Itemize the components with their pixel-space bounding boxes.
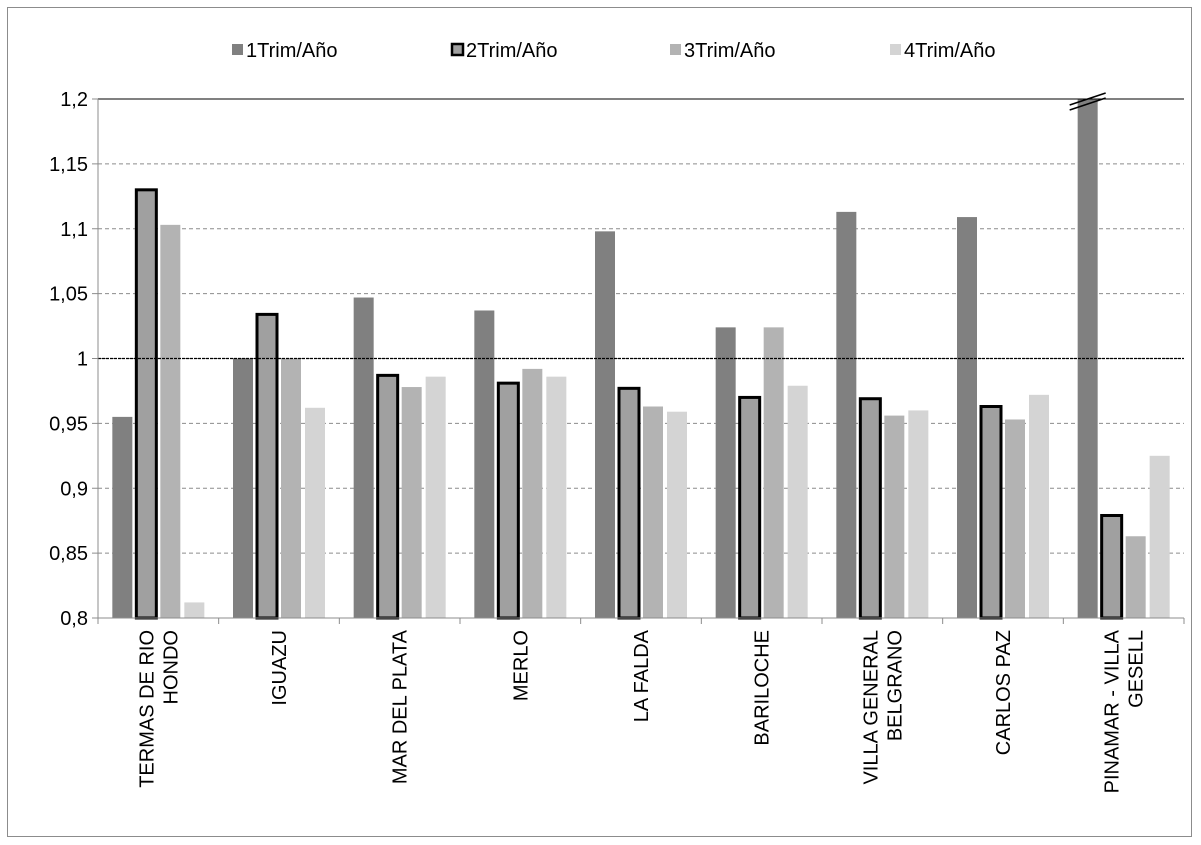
y-tick-label: 1 — [77, 349, 88, 371]
bar — [255, 312, 279, 620]
bar — [160, 224, 181, 619]
bar — [787, 385, 808, 618]
bar — [1029, 394, 1049, 618]
y-tick-label: 0,95 — [49, 413, 88, 435]
category-label: IGUAZU — [269, 630, 291, 706]
y-tick-label: 0,9 — [60, 478, 88, 500]
y-tick-label: 1,05 — [49, 284, 88, 306]
bar — [908, 410, 929, 618]
bar — [112, 416, 133, 618]
axis-break-mark — [1069, 97, 1106, 111]
bar — [763, 327, 784, 618]
bar — [667, 411, 687, 618]
legend-swatch — [232, 44, 243, 55]
category-label: PINAMAR - VILLA — [1102, 629, 1124, 793]
category-label: LA FALDA — [631, 629, 653, 722]
legend-label: 2Trim/Año — [466, 40, 558, 62]
bar — [884, 415, 905, 618]
category-label: BELGRANO — [884, 630, 906, 741]
bar — [522, 368, 543, 618]
category-label: HONDO — [160, 630, 182, 704]
category-label: CARLOS PAZ — [993, 630, 1015, 755]
category-label: TERMAS DE RIO — [136, 630, 158, 788]
bar — [281, 358, 301, 618]
legend: 1Trim/Año 2Trim/Año 3Trim/Año 4Trim/Año — [232, 40, 996, 62]
bar — [836, 211, 857, 618]
bar — [425, 376, 446, 618]
bar — [1125, 536, 1146, 618]
category-label: BARILOCHE — [752, 630, 774, 746]
bar — [474, 310, 495, 618]
legend-label: 3Trim/Año — [684, 40, 776, 62]
legend-label: 1Trim/Año — [246, 40, 338, 62]
bar — [1149, 455, 1170, 618]
bar — [738, 395, 762, 620]
bar — [401, 387, 422, 618]
bar — [1005, 419, 1025, 618]
legend-label: 4Trim/Año — [904, 40, 996, 62]
bar — [858, 397, 882, 620]
y-tick-label: 0,8 — [60, 608, 88, 630]
legend-swatch — [670, 44, 681, 55]
bar — [957, 217, 977, 618]
category-label: MERLO — [510, 630, 532, 701]
bar — [134, 188, 158, 620]
category-label: VILLA GENERAL — [860, 630, 882, 785]
bars — [112, 92, 1170, 620]
bar — [617, 386, 641, 620]
bar — [305, 407, 325, 618]
legend-swatch — [450, 42, 465, 57]
bar — [1100, 513, 1124, 620]
legend-swatch — [890, 44, 901, 55]
bar — [496, 381, 520, 620]
bar — [233, 358, 253, 618]
y-tick-label: 0,85 — [49, 543, 88, 565]
axes: 0,8 0,85 0,9 0,95 1 1,05 1,1 1,15 1,2 TERMAS DE R… — [49, 89, 1185, 793]
bar — [546, 376, 567, 618]
bar — [595, 231, 615, 618]
bar — [643, 406, 663, 618]
y-tick-label: 1,2 — [60, 89, 88, 111]
y-tick-label: 1,15 — [49, 154, 88, 176]
category-label: MAR DEL PLATA — [390, 629, 412, 784]
category-label: GESELL — [1126, 630, 1148, 708]
bar — [376, 373, 400, 620]
bar — [715, 327, 736, 618]
bar — [979, 405, 1003, 620]
bar — [184, 602, 205, 618]
bar — [353, 297, 374, 618]
y-tick-label: 1,1 — [60, 219, 88, 241]
